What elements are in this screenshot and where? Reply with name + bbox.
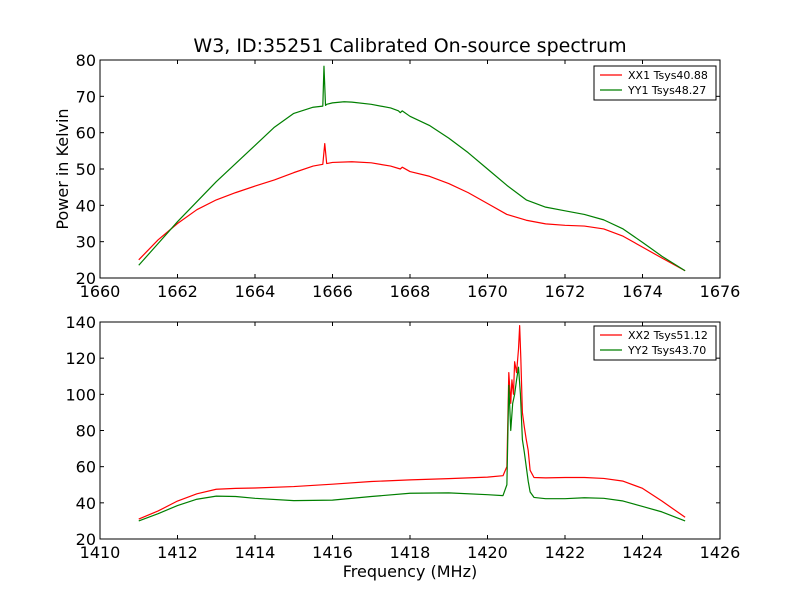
y-tick-label: 60 <box>76 458 96 477</box>
y-axis-label: Power in Kelvin <box>53 108 72 229</box>
legend-label: YY2 Tsys43.70 <box>627 344 706 357</box>
y-tick-label: 80 <box>76 51 96 70</box>
x-tick-label: 1672 <box>545 282 586 301</box>
x-tick-label: 1676 <box>700 282 741 301</box>
series-line-xx1 <box>138 142 686 272</box>
top-panel: 1660 1662 1664 1666 1668 1670 1672 1674 1676 20 30… <box>53 51 740 301</box>
x-tick-label: 1416 <box>312 543 353 562</box>
y-tick-label: 60 <box>76 124 96 143</box>
x-tick-label: 1668 <box>390 282 431 301</box>
bottom-panel: 1410 1412 1414 1416 1418 1420 1422 1424 1426 20 40… <box>65 313 740 581</box>
y-tick-label: 140 <box>65 313 96 332</box>
x-tick-label: 1666 <box>312 282 353 301</box>
series-line-xx2 <box>138 325 686 520</box>
y-tick-label: 40 <box>76 494 96 513</box>
y-tick-label: 100 <box>65 385 96 404</box>
x-tick-label: 1660 <box>80 282 121 301</box>
legend: XX1 Tsys40.88 YY1 Tsys48.27 <box>593 65 717 101</box>
x-tick-label: 1414 <box>235 543 276 562</box>
series-line-yy1 <box>138 65 686 272</box>
y-tick-label: 20 <box>76 269 96 288</box>
y-tick-label: 50 <box>76 160 96 179</box>
y-tick-label: 80 <box>76 422 96 441</box>
figure-title: W3, ID:35251 Calibrated On-source spectr… <box>193 35 626 57</box>
x-tick-label: 1422 <box>545 543 586 562</box>
legend-box <box>593 325 717 361</box>
legend-label: XX1 Tsys40.88 <box>628 69 708 82</box>
legend-box <box>593 65 717 101</box>
x-tick-label: 1674 <box>622 282 663 301</box>
x-tick-label: 1670 <box>467 282 508 301</box>
series-line-yy2 <box>138 366 686 522</box>
y-tick-label: 120 <box>65 349 96 368</box>
y-tick-label: 40 <box>76 196 96 215</box>
y-tick-label: 20 <box>76 530 96 549</box>
x-tick-label: 1418 <box>390 543 431 562</box>
legend-label: XX2 Tsys51.12 <box>628 329 708 342</box>
x-tick-label: 1424 <box>622 543 663 562</box>
x-tick-label: 1664 <box>235 282 276 301</box>
x-axis-label: Frequency (MHz) <box>343 562 477 581</box>
legend-label: YY1 Tsys48.27 <box>627 84 706 97</box>
x-tick-label: 1426 <box>700 543 741 562</box>
x-tick-label: 1420 <box>467 543 508 562</box>
x-tick-label: 1662 <box>157 282 198 301</box>
y-tick-label: 30 <box>76 233 96 252</box>
x-tick-label: 1410 <box>80 543 121 562</box>
x-tick-label: 1412 <box>157 543 198 562</box>
y-tick-label: 70 <box>76 87 96 106</box>
legend: XX2 Tsys51.12 YY2 Tsys43.70 <box>593 325 717 361</box>
